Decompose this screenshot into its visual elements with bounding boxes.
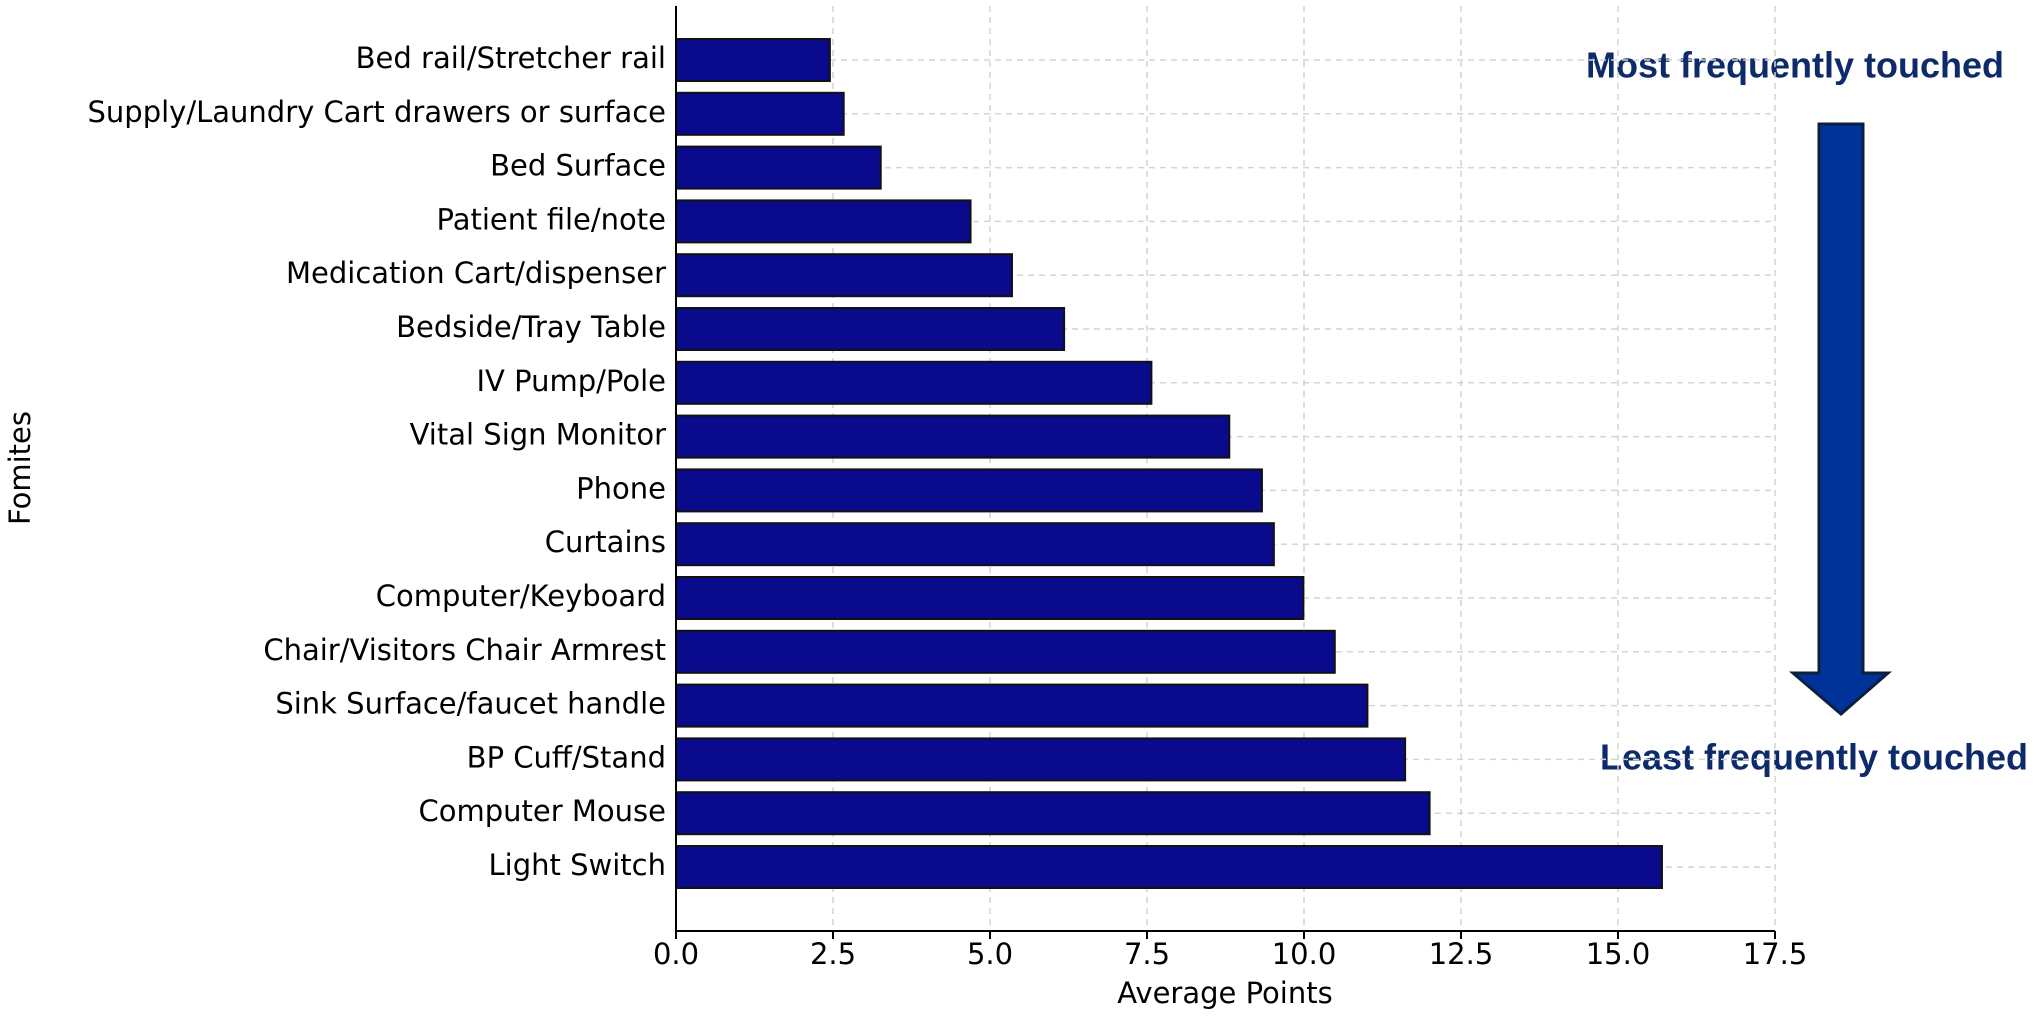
y-tick-label: Supply/Laundry Cart drawers or surface — [88, 95, 667, 129]
y-tick-label: Computer Mouse — [419, 794, 666, 828]
x-tick-label: 10.0 — [1272, 937, 1337, 971]
y-tick-label: Sink Surface/faucet handle — [275, 687, 666, 721]
x-tick-label: 5.0 — [967, 937, 1013, 971]
y-tick-label: Curtains — [545, 525, 666, 559]
bar — [675, 845, 1663, 889]
bar — [675, 468, 1263, 513]
x-tick-label: 17.5 — [1743, 937, 1808, 971]
bar — [675, 414, 1231, 459]
y-axis-label: Fomites — [3, 411, 37, 525]
x-axis-label: Average Points — [1117, 976, 1332, 1010]
bar — [675, 360, 1153, 405]
x-tick-label: 15.0 — [1586, 937, 1651, 971]
y-tick-label: Light Switch — [489, 848, 666, 882]
y-tick-label: Bedside/Tray Table — [396, 310, 666, 344]
y-tick-label: Bed Surface — [490, 149, 666, 183]
y-tick-label: Phone — [576, 471, 666, 505]
bar — [675, 199, 972, 244]
bar — [675, 38, 831, 82]
direction-arrow — [1788, 122, 1893, 716]
bar — [675, 522, 1275, 567]
bar — [675, 629, 1336, 674]
bar — [675, 145, 882, 190]
bar — [675, 307, 1066, 351]
y-tick-label: Medication Cart/dispenser — [286, 256, 666, 290]
x-tick-label: 7.5 — [1124, 937, 1170, 971]
y-tick-label: Patient file/note — [437, 202, 666, 236]
bar — [675, 91, 845, 136]
x-tick-label: 12.5 — [1429, 937, 1494, 971]
bar — [675, 737, 1407, 782]
bar — [675, 253, 1013, 298]
y-tick-label: Chair/Visitors Chair Armrest — [263, 633, 666, 667]
x-tick-label: 0.0 — [653, 937, 699, 971]
bar — [675, 576, 1305, 620]
annotation-top: Most frequently touched — [1586, 45, 2004, 86]
y-tick-label: BP Cuff/Stand — [467, 740, 666, 774]
x-tick-label: 2.5 — [810, 937, 856, 971]
bar — [675, 791, 1431, 836]
y-tick-label: Vital Sign Monitor — [410, 418, 666, 452]
annotation-bottom: Least frequently touched — [1600, 737, 2028, 778]
y-tick-label: Bed rail/Stretcher rail — [356, 41, 666, 75]
y-tick-label: IV Pump/Pole — [477, 364, 667, 398]
y-tick-label: Computer/Keyboard — [376, 579, 666, 613]
bar — [675, 683, 1369, 728]
